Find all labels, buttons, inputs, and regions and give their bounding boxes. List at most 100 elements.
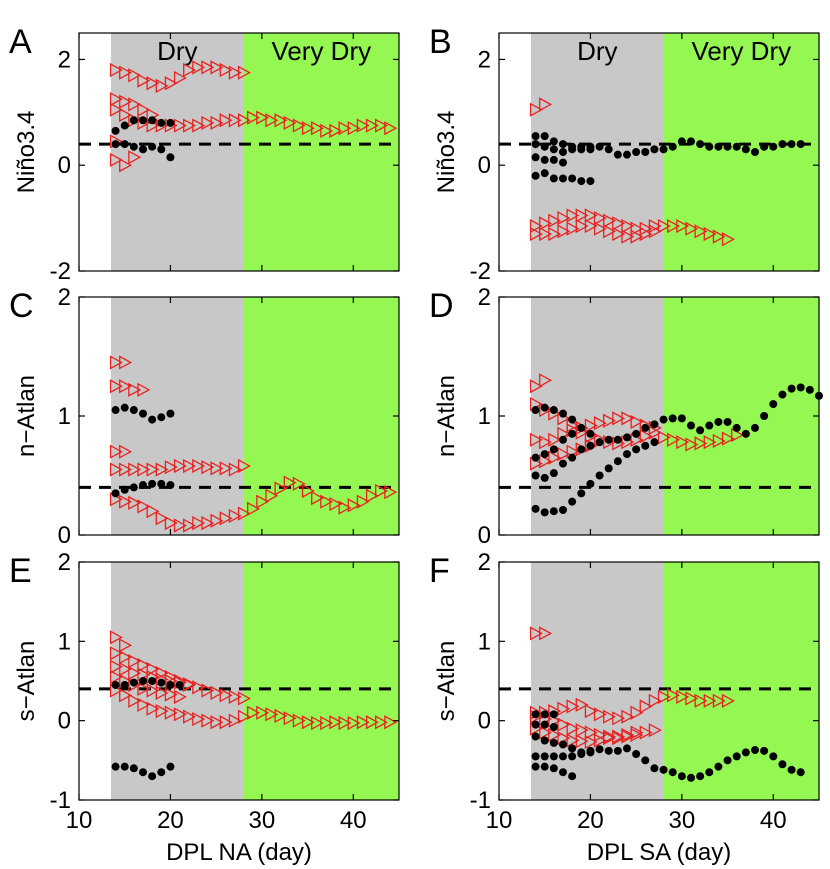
triangle-marker — [603, 413, 617, 428]
dot-marker — [166, 409, 175, 418]
triangle-marker — [128, 68, 142, 83]
y-tick-label: 1 — [478, 628, 491, 655]
x-tick-label: 30 — [249, 807, 276, 834]
triangle-marker — [155, 704, 169, 719]
dot-marker — [129, 142, 138, 151]
dot-marker — [641, 756, 650, 765]
dot-marker — [139, 768, 147, 777]
dot-marker — [760, 142, 769, 151]
triangle-marker — [621, 709, 635, 724]
triangle-marker — [274, 113, 288, 128]
triangle-marker — [210, 115, 224, 131]
triangle-marker — [119, 107, 133, 123]
triangle-marker — [375, 118, 389, 133]
triangle-marker — [667, 432, 681, 447]
triangle-marker — [155, 511, 169, 526]
triangle-marker — [201, 713, 215, 728]
dot-marker — [714, 142, 723, 151]
triangle-marker — [548, 213, 562, 228]
triangle-marker — [621, 218, 635, 234]
triangle-marker — [539, 435, 553, 450]
dot-marker — [157, 768, 166, 777]
triangle-marker — [712, 229, 726, 244]
dot-marker — [540, 473, 549, 482]
triangle-marker — [219, 461, 233, 476]
triangle-marker — [109, 444, 123, 459]
y-tick-label: 2 — [58, 549, 71, 576]
triangle-marker — [311, 121, 325, 136]
dot-marker — [650, 420, 659, 429]
dot-marker — [613, 457, 622, 466]
dot-marker — [549, 137, 558, 146]
triangle-marker — [228, 462, 242, 477]
triangle-marker — [612, 729, 626, 744]
dot-marker — [595, 471, 604, 480]
triangle-marker — [356, 715, 370, 730]
triangle-marker — [557, 701, 571, 716]
triangle-marker — [657, 430, 671, 445]
y-axis-label: n−Atlan — [433, 375, 460, 457]
triangle-marker — [237, 113, 251, 128]
very-dry-band — [243, 562, 399, 800]
dot-marker — [559, 409, 567, 418]
triangle-marker — [676, 689, 690, 704]
dot-marker — [568, 174, 577, 183]
dot-marker — [696, 772, 705, 781]
triangle-marker — [210, 513, 224, 528]
dot-marker — [111, 140, 120, 149]
dry-band — [531, 297, 664, 535]
triangle-marker — [584, 218, 598, 234]
triangle-marker — [584, 704, 598, 719]
dot-marker — [129, 678, 138, 687]
triangle-marker — [685, 437, 699, 452]
dot-marker — [157, 413, 166, 422]
dot-marker — [769, 400, 778, 409]
dot-marker — [586, 479, 595, 488]
triangle-marker — [548, 432, 562, 447]
dot-marker — [129, 764, 138, 773]
triangle-marker — [557, 224, 571, 239]
y-tick-label: 0 — [478, 708, 491, 735]
triangle-marker — [283, 711, 297, 726]
triangle-marker — [265, 488, 279, 503]
triangle-marker — [237, 691, 251, 706]
triangle-marker — [657, 218, 671, 234]
dot-marker — [595, 745, 604, 754]
triangle-marker — [201, 683, 215, 698]
dot-marker — [111, 680, 120, 689]
dot-marker — [111, 489, 120, 498]
triangle-marker — [593, 416, 607, 431]
x-tick-label: 40 — [340, 807, 367, 834]
triangle-marker — [612, 226, 626, 242]
dot-marker — [148, 479, 157, 488]
y-tick-label: 0 — [478, 152, 491, 179]
triangle-marker — [648, 723, 662, 738]
dot-marker — [531, 504, 540, 513]
triangle-marker — [375, 715, 389, 730]
triangle-marker — [128, 382, 142, 397]
triangle-marker — [109, 355, 123, 370]
triangle-marker — [347, 498, 361, 513]
triangle-marker — [192, 60, 206, 75]
triangle-marker — [119, 494, 133, 509]
triangle-marker — [721, 431, 735, 446]
triangle-marker — [603, 709, 617, 724]
dot-marker — [568, 453, 577, 462]
dot-marker — [120, 121, 129, 130]
triangle-marker — [192, 516, 206, 531]
dot-marker — [577, 145, 586, 154]
y-axis-label: n−Atlan — [13, 375, 40, 457]
x-tick-label: 20 — [577, 807, 604, 834]
dot-marker — [668, 768, 677, 777]
dot-marker — [732, 752, 741, 761]
triangle-marker — [539, 97, 553, 112]
dot-marker — [166, 680, 175, 689]
dot-marker — [157, 678, 166, 687]
y-axis-label: s−Atlan — [13, 641, 40, 722]
panel-letter: A — [9, 23, 32, 61]
dot-marker — [714, 762, 723, 771]
triangle-marker — [338, 121, 352, 136]
dot-marker — [677, 414, 686, 423]
x-axis-label: DPL NA (day) — [166, 839, 312, 866]
y-tick-label: 0 — [58, 152, 71, 179]
